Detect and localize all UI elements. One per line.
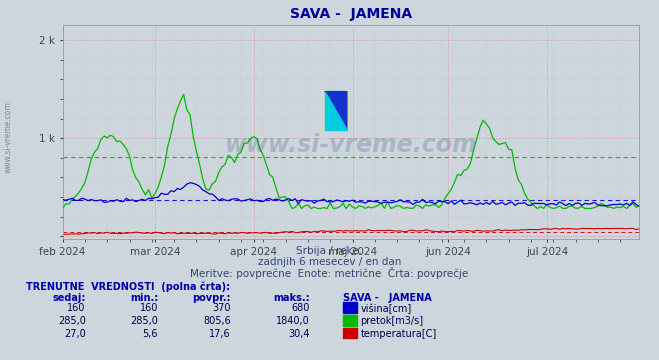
Text: 17,6: 17,6: [209, 329, 231, 339]
Text: Meritve: povprečne  Enote: metrične  Črta: povprečje: Meritve: povprečne Enote: metrične Črta:…: [190, 267, 469, 279]
Polygon shape: [325, 91, 347, 130]
Text: www.si-vreme.com: www.si-vreme.com: [225, 133, 477, 157]
Text: 27,0: 27,0: [64, 329, 86, 339]
Polygon shape: [325, 91, 347, 130]
Text: 1840,0: 1840,0: [276, 316, 310, 326]
Text: 285,0: 285,0: [58, 316, 86, 326]
Text: 680: 680: [291, 303, 310, 314]
Text: višina[cm]: višina[cm]: [360, 303, 412, 314]
Text: min.:: min.:: [130, 293, 158, 303]
Text: Srbija / reke.: Srbija / reke.: [297, 246, 362, 256]
Text: zadnjih 6 mesecev / en dan: zadnjih 6 mesecev / en dan: [258, 257, 401, 267]
Title: SAVA -  JAMENA: SAVA - JAMENA: [290, 7, 412, 21]
Text: TRENUTNE  VREDNOSTI  (polna črta):: TRENUTNE VREDNOSTI (polna črta):: [26, 281, 231, 292]
Text: 160: 160: [140, 303, 158, 314]
Text: 285,0: 285,0: [130, 316, 158, 326]
Text: maks.:: maks.:: [273, 293, 310, 303]
Text: pretok[m3/s]: pretok[m3/s]: [360, 316, 424, 326]
Text: 5,6: 5,6: [142, 329, 158, 339]
Text: www.si-vreme.com: www.si-vreme.com: [3, 101, 13, 173]
Text: povpr.:: povpr.:: [192, 293, 231, 303]
Text: 30,4: 30,4: [288, 329, 310, 339]
Text: sedaj:: sedaj:: [52, 293, 86, 303]
Text: 160: 160: [67, 303, 86, 314]
Text: 805,6: 805,6: [203, 316, 231, 326]
Bar: [325, 91, 347, 130]
Text: temperatura[C]: temperatura[C]: [360, 329, 437, 339]
Text: SAVA -   JAMENA: SAVA - JAMENA: [343, 293, 432, 303]
Text: 370: 370: [212, 303, 231, 314]
